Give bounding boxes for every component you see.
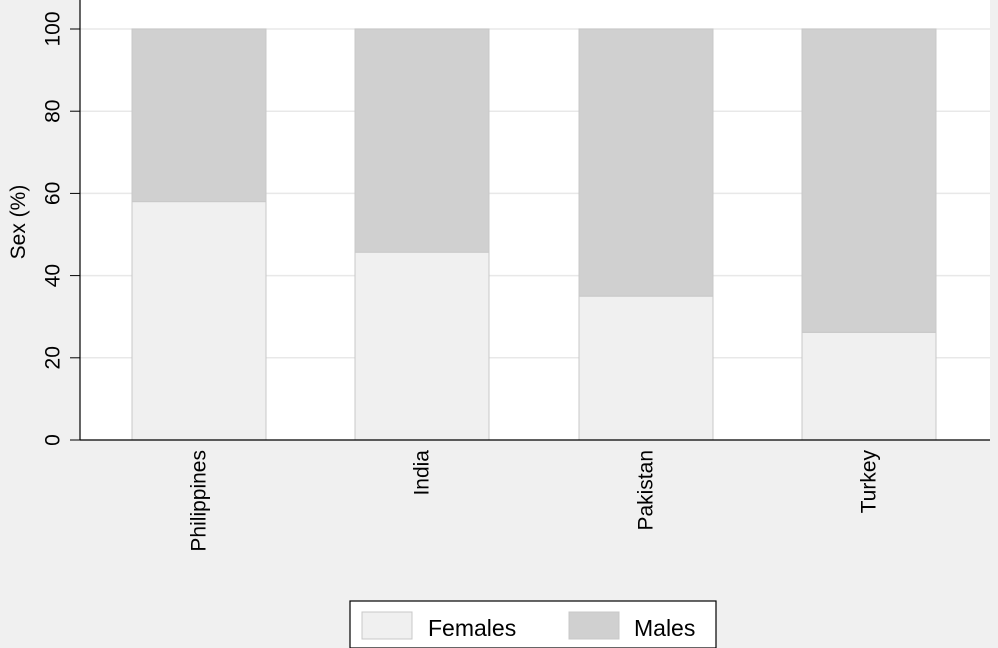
legend-label-males: Males: [634, 615, 695, 641]
legend: Females Males: [349, 600, 717, 648]
bar-males-philippines: [131, 28, 267, 203]
x-tick-label: Philippines: [188, 450, 211, 552]
bar-males-turkey: [801, 28, 937, 333]
bar-females-philippines: [131, 201, 267, 441]
y-tick-label: 20: [42, 346, 65, 369]
bar-males-india: [354, 28, 490, 253]
x-tick-label: Turkey: [858, 450, 881, 514]
y-tick-label: 80: [42, 100, 65, 123]
legend-swatch-males: [568, 611, 620, 640]
y-tick-label: 100: [42, 11, 65, 46]
y-tick-label: 0: [42, 434, 65, 446]
legend-label-females: Females: [428, 615, 516, 641]
bar-males-pakistan: [578, 28, 714, 297]
bar-females-pakistan: [578, 295, 714, 441]
y-tick-label: 40: [42, 264, 65, 287]
x-tick-label: Pakistan: [635, 450, 658, 531]
bar-females-turkey: [801, 331, 937, 441]
y-tick-label: 60: [42, 182, 65, 205]
y-axis-title: Sex (%): [7, 185, 30, 260]
legend-swatch-females: [361, 611, 413, 640]
axes: 0 20 40 60 80 100 Philippines India Pakistan Turk…: [42, 0, 990, 552]
bars: [131, 28, 937, 441]
x-tick-label: India: [411, 450, 434, 496]
bar-females-india: [354, 251, 490, 441]
